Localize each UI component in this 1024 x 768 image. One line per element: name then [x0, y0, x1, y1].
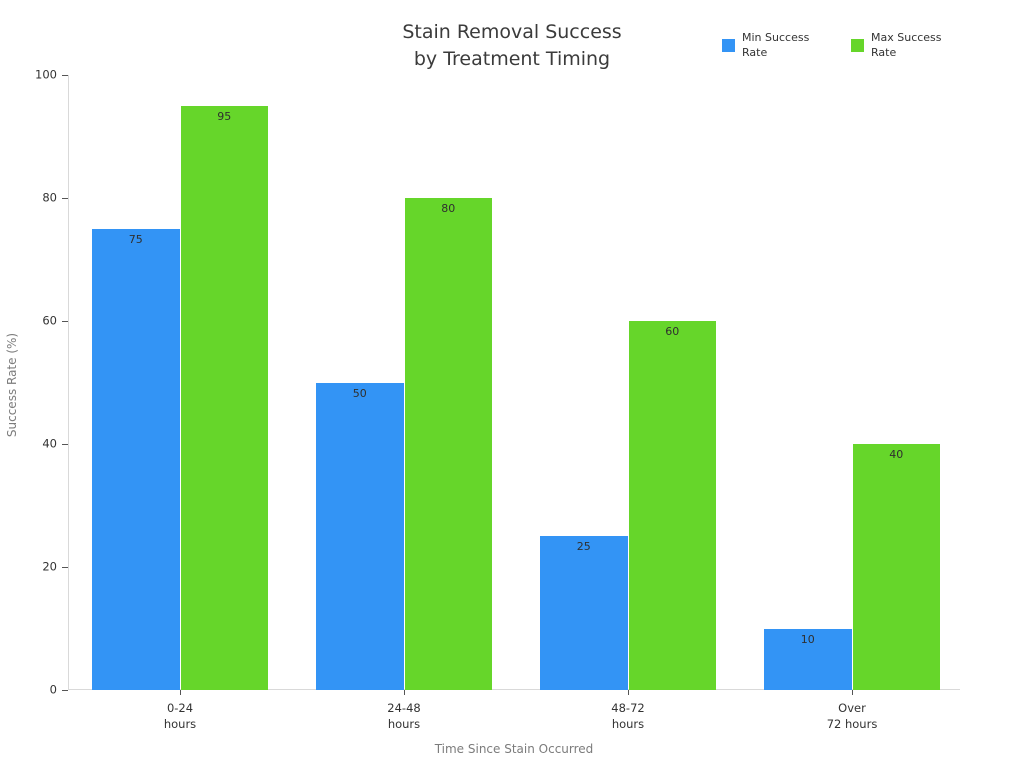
legend-item-min-success-rate: Min Success Rate — [722, 30, 826, 60]
x-tick-mark — [627, 690, 629, 695]
y-tick-mark — [62, 320, 68, 322]
bar-max-success-rate-24-48: 80 — [404, 198, 492, 690]
legend: Min Success Rate Max Success Rate — [722, 30, 955, 60]
bar-value-label: 80 — [441, 202, 456, 215]
bar-value-label: 95 — [217, 109, 232, 123]
x-tick-label: 0-24 hours — [163, 701, 197, 731]
x-tick-label: 48-72 hours — [611, 701, 645, 731]
y-tick-mark — [62, 74, 68, 76]
y-tick-mark — [62, 689, 68, 691]
bar-max-success-rate-48-72: 60 — [628, 321, 716, 690]
legend-label-max: Max Success Rate — [871, 31, 942, 59]
y-tick-label: 40 — [42, 436, 57, 451]
x-tick-label: 24-48 hours — [387, 701, 421, 731]
x-axis-title: Time Since Stain Occurred — [434, 742, 594, 756]
chart-title: Stain Removal Success by Treatment Timin… — [0, 19, 1024, 73]
y-tick-label: 80 — [42, 190, 57, 205]
y-axis-line — [68, 75, 69, 690]
bar-value-label: 60 — [665, 325, 680, 338]
chart-title-line2: by Treatment Timing — [413, 48, 611, 70]
y-tick-label: 0 — [49, 682, 57, 697]
bar-value-label: 50 — [352, 386, 367, 400]
bar-value-label: 40 — [889, 448, 904, 461]
y-tick-label: 100 — [35, 67, 57, 82]
x-tick-mark — [403, 690, 405, 695]
legend-label-min: Min Success Rate — [742, 31, 810, 59]
y-tick-mark — [62, 197, 68, 199]
legend-swatch-max-icon — [851, 38, 864, 52]
x-tick-mark — [851, 690, 853, 695]
y-tick-mark — [62, 443, 68, 445]
bar-max-success-rate-over: 40 — [852, 444, 940, 690]
plot-area: 0 20 40 60 80 100 0-24 hours 75 95 24-48 hours 50 8… — [35, 69, 960, 731]
legend-swatch-min-icon — [722, 38, 735, 52]
x-tick-mark — [179, 690, 181, 695]
bar-max-success-rate-0-24: 95 — [180, 105, 268, 690]
bar-min-success-rate-48-72: 25 — [540, 536, 628, 690]
x-tick-label: Over 72 hours — [826, 701, 878, 731]
y-tick-label: 20 — [42, 559, 57, 574]
y-axis-title: Success Rate (%) — [5, 332, 19, 438]
chart-title-line1: Stain Removal Success — [402, 21, 622, 43]
y-tick-label: 60 — [42, 313, 57, 328]
bar-value-label: 25 — [576, 540, 591, 554]
bar-min-success-rate-over: 10 — [764, 628, 852, 690]
bar-min-success-rate-24-48: 50 — [316, 382, 404, 690]
bar-value-label: 75 — [128, 232, 143, 246]
bar-value-label: 10 — [800, 632, 815, 646]
bar-min-success-rate-0-24: 75 — [92, 228, 180, 690]
x-axis-line — [68, 689, 960, 690]
legend-item-max-success-rate: Max Success Rate — [851, 30, 955, 60]
y-tick-mark — [62, 566, 68, 568]
